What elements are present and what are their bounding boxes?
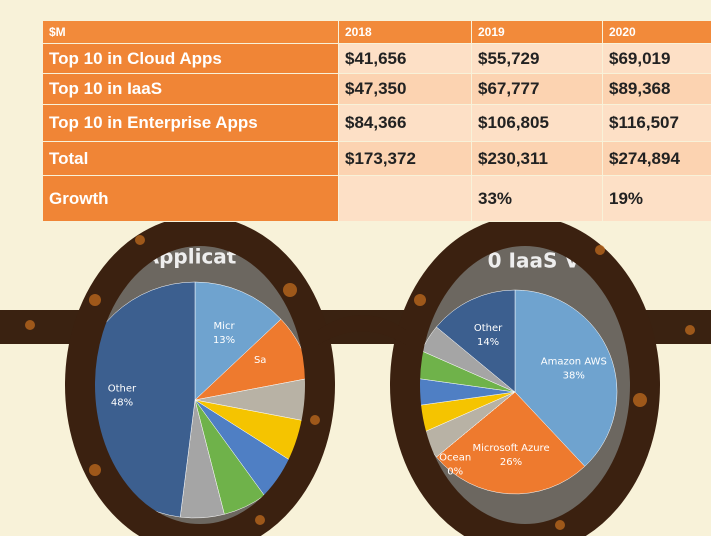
pie-slice-minor [194, 377, 306, 423]
value-cell: $116,507 [602, 104, 711, 142]
slice-value: 14% [477, 337, 499, 348]
row-label: Top 10 in IaaS [42, 73, 339, 105]
pie-slice-minor [419, 377, 516, 407]
pie-slice [194, 281, 282, 401]
value-cell: $41,656 [338, 43, 472, 74]
value-cell: $173,372 [338, 141, 472, 176]
slice-label: Micr [214, 321, 236, 332]
frame [390, 216, 660, 536]
header-cell: $M [42, 20, 339, 44]
value-cell: $67,777 [471, 73, 603, 105]
table-row: Total $173,372 $230,311 $274,894 [42, 141, 711, 176]
revenue-table: $M 2018 2019 2020 Top 10 in Cloud Apps $41,65… [42, 20, 711, 222]
slice-label: Sa [254, 355, 266, 366]
slice-label: Amazon AWS [541, 357, 607, 368]
slice-label: Microsoft Azure [472, 443, 549, 454]
value-cell: $55,729 [471, 43, 603, 74]
slice-label: Other [474, 323, 503, 334]
pie-slice [514, 289, 618, 467]
value-cell: $47,350 [338, 73, 472, 105]
header-cell: 2019 [471, 20, 603, 44]
header-cell: 2018 [338, 20, 472, 44]
slice-value: 13% [213, 335, 235, 346]
table-row: Top 10 in IaaS $47,350 $67,777 $89,368 [42, 73, 711, 105]
pie-chart: Amazon AWS 38% Microsoft Azure 26% Ocean 0% Ot… [419, 289, 618, 495]
pie-slice [194, 318, 306, 401]
pie-slice [436, 391, 586, 495]
value-cell: $89,368 [602, 73, 711, 105]
slice-value: 48% [111, 397, 133, 408]
frame [65, 216, 335, 536]
value-cell: $230,311 [471, 141, 603, 176]
slice-value: 0% [447, 466, 463, 477]
value-cell: 33% [471, 175, 603, 222]
slice-value: 38% [563, 371, 585, 382]
value-cell: $106,805 [471, 104, 603, 142]
value-cell: 19% [602, 175, 711, 222]
value-cell [338, 175, 472, 222]
header-cell: 2020 [602, 20, 711, 44]
row-label: Total [42, 141, 339, 176]
pie-slice [436, 289, 516, 393]
slice-label: Ocean [439, 452, 471, 463]
slice-label: Other [108, 383, 137, 394]
table-row: Top 10 in Enterprise Apps $84,366 $106,805… [42, 104, 711, 142]
value-cell: $69,019 [602, 43, 711, 74]
row-label: Top 10 in Enterprise Apps [42, 104, 339, 142]
header-row: $M 2018 2019 2020 [42, 20, 711, 44]
table-row: Top 10 in Cloud Apps $41,656 $55,729 $69,01… [42, 43, 711, 74]
row-label: Growth [42, 175, 339, 222]
value-cell: $274,894 [602, 141, 711, 176]
tortoise-spots [25, 235, 695, 530]
slice-value: 26% [500, 457, 522, 468]
row-label: Top 10 in Cloud Apps [42, 43, 339, 74]
value-cell: $84,366 [338, 104, 472, 142]
table-row: Growth 33% 19% [42, 175, 711, 222]
bridge [318, 315, 406, 345]
